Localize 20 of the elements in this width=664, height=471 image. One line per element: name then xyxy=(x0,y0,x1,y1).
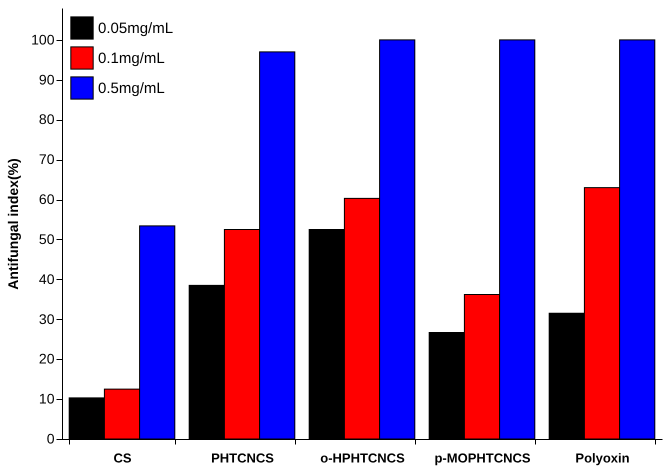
y-tick-label: 90 xyxy=(38,71,55,88)
y-tick-label: 70 xyxy=(38,151,55,168)
legend-label: 0.1mg/mL xyxy=(98,50,165,67)
y-tick-label: 50 xyxy=(38,230,55,247)
y-tick-label: 80 xyxy=(38,111,55,128)
legend-label: 0.5mg/mL xyxy=(98,80,165,97)
y-tick-label: 30 xyxy=(38,310,55,327)
y-tick-label: 40 xyxy=(38,270,55,287)
y-tick-label: 100 xyxy=(31,31,55,48)
y-tick-label: 0 xyxy=(46,430,55,446)
y-axis-title: Antifungal index(%) xyxy=(5,158,22,290)
y-tick-label: 10 xyxy=(38,390,55,407)
x-tick-label: PHTCNCS xyxy=(211,450,274,466)
x-tick-label: p-MOPHTCNCS xyxy=(434,450,531,466)
legend-label: 0.05mg/mL xyxy=(98,20,174,37)
y-tick-label: 60 xyxy=(38,191,55,208)
y-tick-label: 20 xyxy=(38,350,55,367)
x-tick-label: o-HPHTCNCS xyxy=(320,450,406,466)
x-tick-label: Polyoxin xyxy=(575,450,630,466)
x-tick-label: CS xyxy=(113,450,132,466)
